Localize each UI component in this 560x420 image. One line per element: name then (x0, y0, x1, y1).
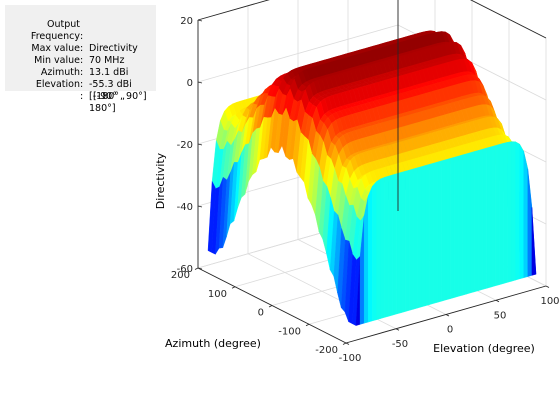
z-tick-label: 0 (187, 78, 193, 89)
info-key: Azimuth (40, 67, 80, 78)
info-key: Elevation (35, 79, 80, 90)
info-key: Min value (34, 55, 80, 66)
info-separator: : (80, 43, 84, 54)
info-separator: : (80, 55, 84, 66)
x-tick-label: -100 (339, 353, 362, 364)
y-tick-mark (268, 305, 273, 308)
x-tick-mark (545, 285, 550, 288)
z-tick-label: 20 (180, 16, 193, 27)
x-tick-label: 100 (540, 296, 559, 307)
z-tick-label: -40 (177, 202, 193, 213)
y-tick-mark (231, 286, 236, 289)
y-tick-label: 200 (171, 270, 190, 281)
x-tick-label: -50 (392, 339, 408, 350)
x-tick-label: 0 (447, 325, 453, 336)
info-value: 180°] (89, 103, 116, 114)
axes-box (194, 0, 550, 345)
info-value: 70 MHz (89, 55, 125, 66)
info-key: Max value (31, 43, 80, 54)
x-tick-mark (445, 314, 450, 317)
info-separator: : (80, 31, 84, 42)
surface-mesh (207, 30, 537, 326)
y-tick-mark (342, 342, 347, 345)
z-tick-mark (197, 205, 203, 208)
info-value: Directivity (89, 43, 138, 54)
info-value: -55.3 dBi (89, 79, 132, 90)
y-tick-label: 100 (208, 289, 227, 300)
info-separator: : (80, 67, 84, 78)
info-value: [-90° , 90°] (93, 91, 147, 102)
info-separator: : (80, 91, 84, 102)
z-axis-label: Directivity (154, 152, 167, 209)
z-tick-label: -60 (177, 264, 193, 275)
info-row-azimuth: Azimuth : [-180° , (5, 55, 156, 115)
y-tick-mark (305, 323, 310, 327)
y-tick-label: -200 (315, 345, 338, 356)
z-tick-mark (197, 143, 203, 146)
z-tick-mark (197, 267, 203, 270)
info-value: 13.1 dBi (89, 67, 129, 78)
info-key: Output (47, 19, 80, 30)
plot-info-panel: Output : Directivity Frequency : 70 MHz … (5, 5, 156, 114)
x-tick-mark (395, 328, 400, 331)
info-row-elevation: Elevation : 180°] (5, 67, 156, 127)
x-axis-label: Elevation (degree) (433, 342, 535, 355)
info-row-output: Output : Directivity (5, 7, 156, 67)
z-tick-label: -20 (177, 140, 193, 151)
x-tick-label: 50 (494, 310, 507, 321)
info-value: [-180° , (89, 91, 126, 102)
z-tick-mark (197, 81, 203, 84)
x-tick-mark (495, 299, 500, 303)
info-separator: : (80, 79, 84, 90)
info-row-max-value: Max value : 13.1 dBi (5, 31, 156, 91)
info-row-frequency: Frequency : 70 MHz (5, 19, 156, 79)
y-axis-label: Azimuth (degree) (165, 337, 261, 350)
y-tick-label: -100 (278, 326, 301, 337)
z-tick-mark (197, 19, 203, 22)
x-tick-mark (345, 342, 350, 345)
y-tick-label: 0 (258, 308, 264, 319)
y-tick-mark (194, 267, 199, 270)
info-row-elevation-range: [-90° , 90°] (5, 79, 156, 115)
info-row-min-value: Min value : -55.3 dBi (5, 43, 156, 103)
info-key: Frequency (30, 31, 80, 42)
